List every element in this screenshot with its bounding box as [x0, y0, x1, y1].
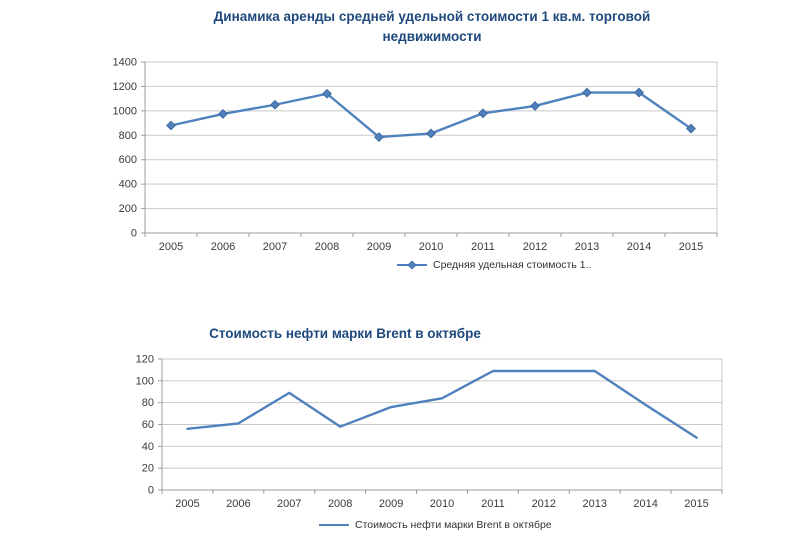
- data-point-marker: [582, 87, 592, 98]
- x-tick-label: 2015: [679, 241, 703, 253]
- data-line: [186, 369, 698, 439]
- data-point-marker: [374, 132, 384, 143]
- data-point-marker: [478, 108, 488, 119]
- brent-chart-legend-label: Стоимость нефти марки Brent в октябре: [355, 519, 552, 531]
- brent-chart-title: Стоимость нефти марки Brent в октябре: [209, 326, 481, 341]
- x-tick-label: 2010: [430, 498, 454, 510]
- x-tick-label: 2005: [175, 498, 199, 510]
- y-tick-label: 1200: [113, 81, 137, 93]
- y-tick-label: 1400: [113, 57, 137, 69]
- x-tick-label: 2014: [627, 241, 651, 253]
- data-point-marker: [166, 120, 176, 131]
- plot-area-border: [144, 61, 718, 234]
- data-point-marker: [686, 123, 696, 134]
- data-point-marker: [634, 87, 644, 98]
- data-point-marker: [322, 88, 332, 99]
- x-tick-label: 2011: [471, 241, 495, 253]
- x-tick-label: 2015: [684, 498, 708, 510]
- legend-line-icon: [319, 524, 349, 526]
- data-point-marker: [426, 128, 436, 139]
- y-tick-label: 20: [142, 463, 154, 475]
- brent-chart-legend: Стоимость нефти марки Brent в октябре: [318, 519, 552, 531]
- y-tick-label: 100: [136, 375, 154, 387]
- x-tick-label: 2010: [419, 241, 443, 253]
- y-tick-label: 800: [119, 130, 137, 142]
- x-tick-label: 2013: [582, 498, 606, 510]
- x-tick-label: 2013: [575, 241, 599, 253]
- rent-chart-legend-label: Средняя удельная стоимость 1..: [433, 259, 592, 271]
- legend-line-diamond-icon: [397, 260, 427, 270]
- x-tick-label: 2009: [379, 498, 403, 510]
- x-tick-label: 2008: [328, 498, 352, 510]
- x-tick-label: 2005: [159, 241, 183, 253]
- x-tick-label: 2012: [532, 498, 556, 510]
- y-tick-label: 200: [119, 203, 137, 215]
- y-tick-label: 0: [131, 228, 137, 240]
- x-tick-label: 2008: [315, 241, 339, 253]
- y-tick-label: 120: [136, 354, 154, 366]
- y-tick-label: 0: [148, 485, 154, 497]
- x-tick-label: 2012: [523, 241, 547, 253]
- x-tick-label: 2011: [481, 498, 505, 510]
- y-tick-label: 600: [119, 154, 137, 166]
- x-tick-label: 2014: [633, 498, 657, 510]
- rent-chart-legend: Средняя удельная стоимость 1..: [396, 259, 591, 271]
- y-tick-label: 60: [142, 419, 154, 431]
- rent-chart-plot: 0 200 400 600 800 1000 1200 1400 2005 2006 2007 200…: [113, 57, 718, 253]
- data-point-marker: [530, 101, 540, 111]
- y-tick-label: 400: [119, 179, 137, 191]
- x-tick-label: 2007: [263, 241, 287, 253]
- data-point-marker: [218, 109, 228, 119]
- data-point-marker: [270, 99, 280, 110]
- x-tick-label: 2006: [211, 241, 235, 253]
- x-tick-label: 2007: [277, 498, 301, 510]
- brent-chart-plot: 0 20 40 60 80 100 120 2005 2006 2007 2008 2009 2010 2…: [136, 354, 723, 510]
- rent-chart-title: Динамика аренды средней удельной стоимос…: [213, 9, 651, 44]
- y-tick-label: 40: [142, 441, 154, 453]
- y-tick-label: 80: [142, 397, 154, 409]
- y-tick-label: 1000: [113, 105, 137, 117]
- x-tick-label: 2006: [226, 498, 250, 510]
- x-tick-label: 2009: [367, 241, 391, 253]
